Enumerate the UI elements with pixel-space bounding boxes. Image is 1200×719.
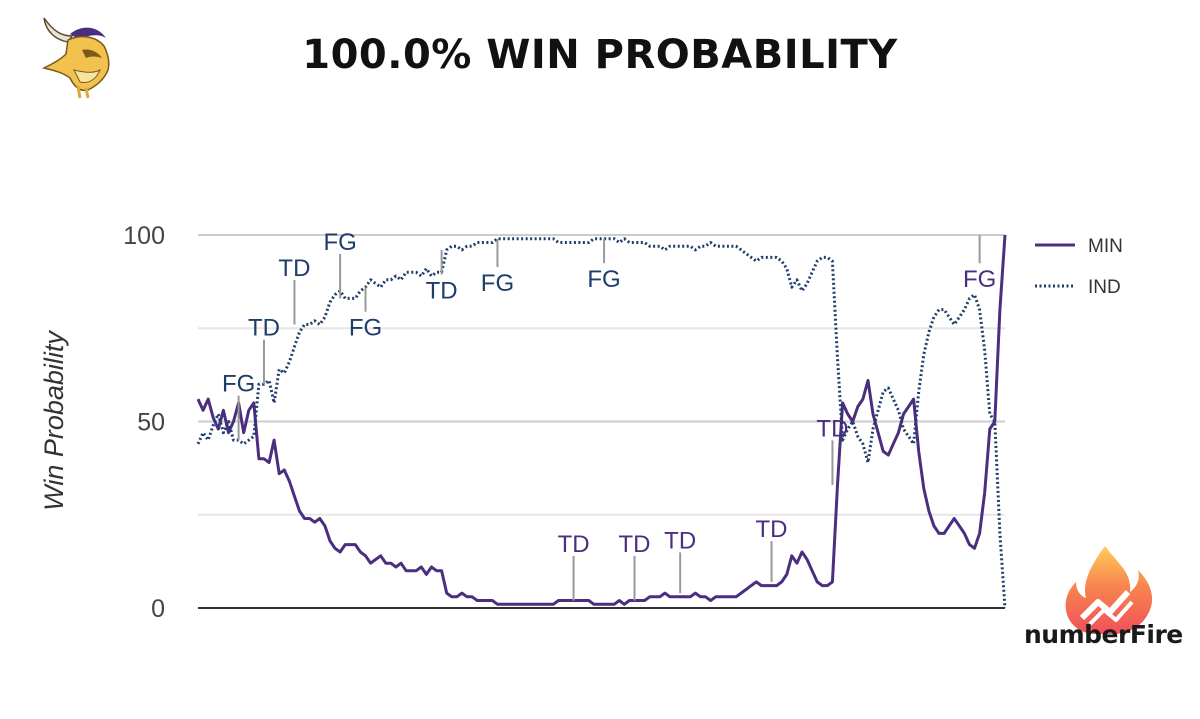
- annotation-label: FG: [349, 315, 382, 342]
- series-layer: [196, 234, 1007, 609]
- y-tick-label: 100: [123, 222, 165, 250]
- annotation-label: FG: [222, 371, 255, 398]
- annotation-label: FG: [323, 229, 356, 256]
- annotation-label: FG: [481, 270, 514, 297]
- annotation-label: TD: [816, 415, 848, 442]
- legend: MIN IND: [1035, 236, 1123, 298]
- series-line-ind: [196, 237, 1007, 609]
- annotation-label: TD: [248, 315, 280, 342]
- annotation-label: TD: [664, 527, 696, 554]
- annotation-label: TD: [558, 531, 590, 558]
- chart-title: 100.0% WIN PROBABILITY: [302, 32, 898, 78]
- y-tick-label: 50: [137, 409, 165, 437]
- annotation-layer: FG TD TD FG FG TD FG FG TD TD TD TD TD FG: [222, 229, 996, 601]
- legend-label: MIN: [1088, 236, 1123, 257]
- annotation-label: TD: [618, 531, 650, 558]
- y-axis-ticks: 0 50 100: [123, 222, 165, 623]
- annotation-label: FG: [587, 266, 620, 293]
- y-axis-label: Win Probability: [39, 330, 69, 511]
- y-tick-label: 0: [151, 595, 165, 623]
- legend-label: IND: [1088, 277, 1121, 298]
- annotation-label: FG: [963, 266, 996, 293]
- annotation-label: TD: [278, 255, 310, 282]
- series-line-min: [196, 234, 1007, 606]
- flame-logo-icon: [1065, 546, 1153, 634]
- viking-helmet-logo-icon: [41, 17, 110, 99]
- gridlines: [198, 234, 1005, 609]
- annotation-label: TD: [756, 516, 788, 543]
- brand-name: numberFire: [1024, 620, 1183, 649]
- annotation-label: TD: [426, 277, 458, 304]
